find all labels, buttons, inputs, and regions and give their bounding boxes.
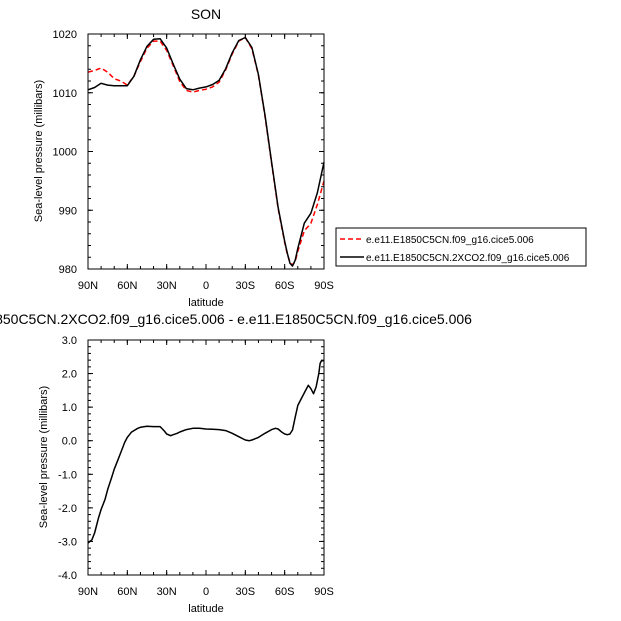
bottom-y-tick-label: 1.0 xyxy=(62,402,77,414)
bottom-chart-title: e.e11.E1850C5CN.2XCO2.f09_g16.cice5.006 … xyxy=(0,311,472,327)
bottom-x-tick-label: 90S xyxy=(314,586,334,598)
bottom-x-tick-label: 60N xyxy=(117,586,137,598)
bottom-plot-area: 90N 60N 30N 0 30S 60S 90S -4.0 -3.0 -2.0 -1.0 0.0 1.… xyxy=(58,335,334,598)
bottom-y-tick-label: -3.0 xyxy=(58,536,77,548)
bottom-series-line-0 xyxy=(87,360,324,544)
top-y-tick-label: 1020 xyxy=(53,29,77,41)
bottom-y-axis-title: Sea-level pressure (millibars) xyxy=(38,386,50,528)
bottom-x-tick-label: 0 xyxy=(203,586,209,598)
top-x-tick-label: 30S xyxy=(236,280,256,292)
top-x-tick-label: 30N xyxy=(157,280,177,292)
top-series-line-0 xyxy=(87,36,325,266)
top-y-axis-title: Sea-level pressure (millibars) xyxy=(33,80,45,222)
top-chart-title: SON xyxy=(191,6,221,22)
top-x-tick-label: 90N xyxy=(78,280,98,292)
top-series-line-1 xyxy=(87,36,325,267)
top-x-tick-label: 60N xyxy=(117,280,137,292)
top-legend: e.e11.E1850C5CN.f09_g16.cice5.006 e.e11.… xyxy=(335,227,587,267)
top-y-tick-label: 1000 xyxy=(53,147,77,159)
legend-box xyxy=(335,227,587,267)
bottom-y-tick-label: 0.0 xyxy=(62,436,77,448)
top-x-axis-title: latitude xyxy=(188,297,223,309)
bottom-y-tick-label: 3.0 xyxy=(62,335,77,347)
bottom-y-tick-label: -1.0 xyxy=(58,469,77,481)
top-x-tick-label: 90S xyxy=(314,280,334,292)
top-x-tick-label: 60S xyxy=(275,280,295,292)
top-plot-frame xyxy=(87,33,325,270)
top-y-tick-label: 980 xyxy=(59,264,77,276)
bottom-y-tick-label: -2.0 xyxy=(58,503,77,515)
bottom-x-tick-label: 90N xyxy=(78,586,98,598)
legend-label-control: e.e11.E1850C5CN.f09_g16.cice5.006 xyxy=(366,235,534,246)
bottom-x-tick-label: 30N xyxy=(157,586,177,598)
bottom-x-tick-label: 60S xyxy=(275,586,295,598)
bottom-plot-frame xyxy=(87,339,325,576)
bottom-panel: e.e11.E1850C5CN.2XCO2.f09_g16.cice5.006 … xyxy=(0,311,472,615)
bottom-x-tick-label: 30S xyxy=(236,586,256,598)
top-panel: SON 90N 60N 30N 0 30S 60S 90S 980 990 1000 1010 102… xyxy=(33,6,587,309)
bottom-y-tick-label: 2.0 xyxy=(62,369,77,381)
bottom-x-axis-title: latitude xyxy=(188,603,223,615)
top-y-tick-label: 1010 xyxy=(53,88,77,100)
top-x-tick-label: 0 xyxy=(203,280,209,292)
legend-label-2xco2: e.e11.E1850C5CN.2XCO2.f09_g16.cice5.006 xyxy=(366,253,570,264)
bottom-y-tick-label: -4.0 xyxy=(58,570,77,582)
top-plot-area: 90N 60N 30N 0 30S 60S 90S 980 990 1000 1010 1020 xyxy=(53,29,334,292)
top-y-tick-label: 990 xyxy=(59,205,77,217)
